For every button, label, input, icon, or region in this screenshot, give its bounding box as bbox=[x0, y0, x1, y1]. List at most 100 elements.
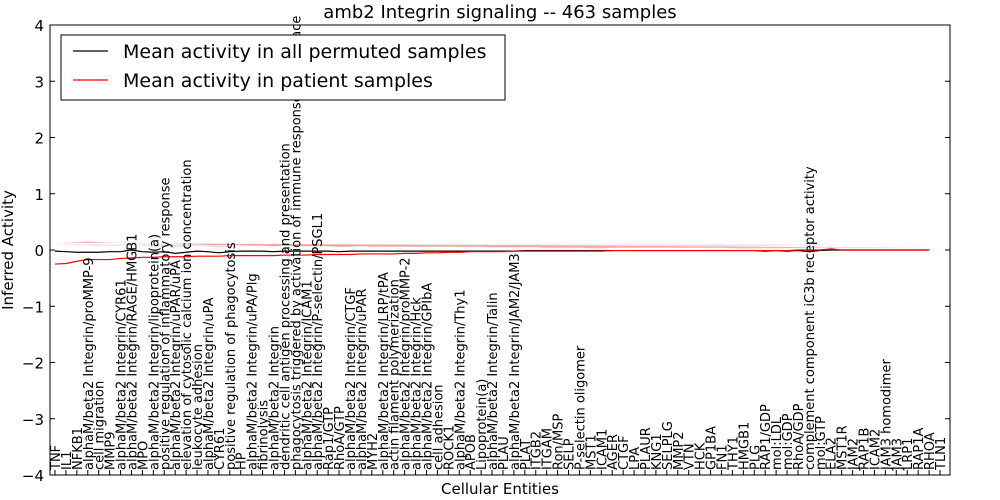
y-tick-label: 0 bbox=[34, 242, 44, 260]
x-category-label: alphaM/beta2 Integrin/ICAM1 bbox=[300, 280, 315, 470]
legend-box bbox=[60, 34, 506, 101]
x-category-label: LRP1 bbox=[901, 438, 916, 470]
x-category-label: VTN bbox=[683, 443, 698, 470]
x-category-label: elevation of cytosolic calcium ion conce… bbox=[180, 159, 195, 470]
x-category-label: alphaM/beta2 Integrin/proMMP-9 bbox=[82, 257, 97, 470]
x-category-label: HP bbox=[235, 452, 250, 470]
x-category-label: phagocytosis triggered by activation of … bbox=[289, 16, 304, 470]
x-category-label: RAP1/GDP bbox=[759, 404, 774, 470]
x-category-label: mol:GTP bbox=[814, 416, 829, 470]
x-category-label: alphaM/beta2 Integrin/CTGF bbox=[344, 287, 359, 470]
x-category-label: mol:GDP bbox=[781, 413, 796, 470]
y-tick-label: 3 bbox=[34, 73, 44, 91]
x-category-label: fibrinolysis bbox=[257, 400, 272, 470]
x-category-label: JAM2 bbox=[847, 438, 862, 471]
series-line-patient bbox=[54, 248, 930, 265]
x-category-label: MYH2 bbox=[366, 433, 381, 470]
x-category-label: TNF bbox=[49, 445, 64, 471]
x-category-label: cell adhesion bbox=[431, 384, 446, 470]
x-category-label: APOB bbox=[464, 434, 479, 470]
x-category-label: P-selectin oligomer bbox=[573, 345, 588, 470]
x-category-label: positive regulation of phagocytosis bbox=[224, 242, 239, 470]
x-category-label: alphaM/beta2 Integrin/proMMP-2 bbox=[399, 257, 414, 470]
x-category-label: ITGB2 bbox=[530, 431, 545, 470]
plot-frame bbox=[49, 24, 951, 476]
x-category-label: PLAT bbox=[519, 439, 534, 470]
x-category-label: NFKB1 bbox=[71, 427, 86, 470]
x-category-label: alphaM/beta2 Integrin/Hck bbox=[410, 297, 425, 470]
x-category-label: MMP9 bbox=[104, 431, 119, 470]
chart-title: amb2 Integrin signaling -- 463 samples bbox=[323, 2, 676, 23]
x-category-label: CYR61 bbox=[213, 428, 228, 470]
x-category-label: alphaM/beta2 Integrin bbox=[268, 326, 283, 470]
x-category-label: RAP1A bbox=[912, 427, 927, 470]
x-category-label: MMP2 bbox=[672, 431, 687, 470]
band-patient bbox=[55, 241, 930, 249]
x-category-label: MST1R bbox=[836, 425, 851, 470]
y-tick-label: −3 bbox=[22, 411, 44, 429]
x-category-label: ELA2 bbox=[825, 437, 840, 470]
legend: Mean activity in all permuted samples Me… bbox=[60, 34, 506, 101]
y-tick-label: −4 bbox=[22, 467, 44, 485]
x-category-label: FN1 bbox=[715, 445, 730, 470]
y-tick-label: 1 bbox=[34, 186, 44, 204]
x-category-label: ROCK1 bbox=[442, 425, 457, 470]
x-category-label: alphaM/beta2 Integrin/LRP/tPA bbox=[377, 272, 392, 470]
x-category-label: GP1BA bbox=[705, 426, 720, 470]
x-category-label: KNG1 bbox=[650, 433, 665, 470]
x-category-label: alphaM/beta2 Integrin/JAM2/JAM3 bbox=[508, 253, 523, 470]
x-category-label: IL1 bbox=[60, 451, 75, 470]
y-axis-label: Inferred Activity bbox=[0, 190, 17, 310]
x-category-label: MPO bbox=[136, 441, 151, 470]
x-category-label: HMGB1 bbox=[737, 422, 752, 470]
x-category-label: RAP1B bbox=[858, 428, 873, 470]
x-category-label: TLN1 bbox=[934, 437, 949, 471]
x-category-label: THY1 bbox=[726, 436, 741, 471]
x-category-label: CTGF bbox=[617, 435, 632, 470]
x-axis-label: Cellular Entities bbox=[441, 480, 559, 498]
x-category-label: alphaM/beta2 Integrin/RAGE/HMGB1 bbox=[125, 234, 140, 470]
x-category-label: alphaM/beta2 Integrin/uPA bbox=[202, 297, 217, 470]
x-category-label: alphaM/beta2 Integrin/P-selectin/PSGL1 bbox=[311, 213, 326, 470]
x-category-label: positive regulation of inflammatory resp… bbox=[158, 177, 173, 470]
x-category-label: alphaM/beta2 Integrin/Talin bbox=[486, 292, 501, 470]
x-category-label: alphaM/beta2 Integrin/Thy1 bbox=[453, 290, 468, 471]
x-category-label: alphaM/beta2 Integrin/uPAR bbox=[355, 288, 370, 470]
x-category-label: ICAM1 bbox=[595, 429, 610, 470]
legend-label-patient: Mean activity in patient samples bbox=[123, 70, 433, 92]
x-category-label: ITGAM bbox=[541, 428, 556, 470]
y-tick-label: 4 bbox=[34, 17, 44, 35]
x-category-label: PLAU bbox=[497, 436, 512, 470]
x-category-label: actin filament polymerization bbox=[388, 279, 403, 470]
x-category-label: AGER bbox=[606, 434, 621, 470]
y-axis-ticks: 4 3 2 1 0 −1 −2 −3 −4 bbox=[22, 17, 950, 485]
x-category-label: dendritic cell antigen processing and pr… bbox=[278, 143, 293, 470]
x-category-label: leukocyte adhesion bbox=[191, 344, 206, 470]
x-category-label: JAM3 bbox=[890, 438, 905, 471]
x-category-label: ICAM2 bbox=[868, 429, 883, 470]
legend-label-permuted: Mean activity in all permuted samples bbox=[123, 41, 486, 63]
x-category-label: alphaM/beta2 Integrin/uPAR/uPA bbox=[169, 260, 184, 470]
plot-area bbox=[54, 241, 930, 265]
y-tick-label: −2 bbox=[22, 355, 44, 373]
x-category-label: alphaM/beta2 Integrin/GPIbA bbox=[420, 283, 435, 470]
x-category-label: Lipoprotein(a) bbox=[475, 379, 490, 470]
x-category-label: MST1 bbox=[584, 434, 599, 470]
x-category-label: PLAUR bbox=[639, 427, 654, 470]
x-category-label: alphaM/beta2 Integrin/lipoprotein(a) bbox=[147, 234, 162, 470]
x-category-label: LPA bbox=[628, 447, 643, 470]
x-category-label: JAM3 homodimer bbox=[879, 359, 894, 471]
y-tick-label: −1 bbox=[22, 298, 44, 316]
x-category-label: HCK bbox=[694, 442, 709, 470]
x-category-label: mol:LDL bbox=[770, 416, 785, 470]
x-category-label: Rap1/GTP bbox=[322, 407, 337, 470]
x-category-label: RhoA/GDP bbox=[792, 403, 807, 470]
x-category-label: alphaM/beta2 Integrin/uPA/Plg bbox=[246, 273, 261, 470]
x-category-label: RHOA bbox=[923, 432, 938, 470]
x-category-label: RhoA/GTP bbox=[333, 406, 348, 470]
x-category-label: complement component iC3b receptor activ… bbox=[803, 166, 818, 470]
x-category-label: SELPLG bbox=[661, 421, 676, 470]
y-tick-label: 2 bbox=[34, 130, 44, 148]
